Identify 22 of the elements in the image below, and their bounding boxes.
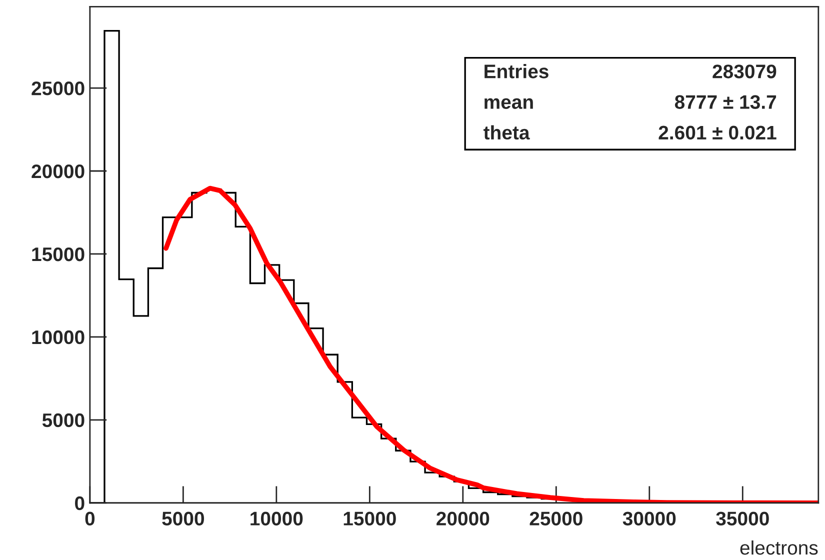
- x-tick-label: 30000: [622, 512, 676, 526]
- y-tick-label: 15000: [32, 247, 84, 262]
- annotation: 8777 ± 13.7: [674, 95, 776, 109]
- annotation: 283079: [712, 64, 776, 78]
- y-tick-label: 0: [75, 496, 84, 510]
- x-tick-label: 35000: [716, 512, 769, 526]
- annotation: 2.601 ± 0.021: [658, 126, 776, 140]
- x-tick-label: 15000: [344, 512, 396, 526]
- x-axis-title: electrons: [740, 540, 818, 555]
- y-tick-label: 5000: [42, 413, 84, 428]
- y-tick-label: 10000: [32, 330, 84, 344]
- annotation: theta: [484, 125, 530, 140]
- annotation: Entries: [484, 64, 548, 78]
- x-tick-label: 0: [85, 512, 95, 526]
- x-tick-label: 25000: [530, 512, 582, 526]
- x-tick-label: 10000: [250, 512, 303, 526]
- line-series: [164, 186, 818, 503]
- y-tick-label: 20000: [32, 164, 84, 178]
- x-tick-label: 20000: [436, 512, 490, 526]
- annotation: mean: [484, 98, 533, 109]
- x-tick-label: 5000: [162, 512, 204, 526]
- y-tick-label: 25000: [32, 82, 84, 96]
